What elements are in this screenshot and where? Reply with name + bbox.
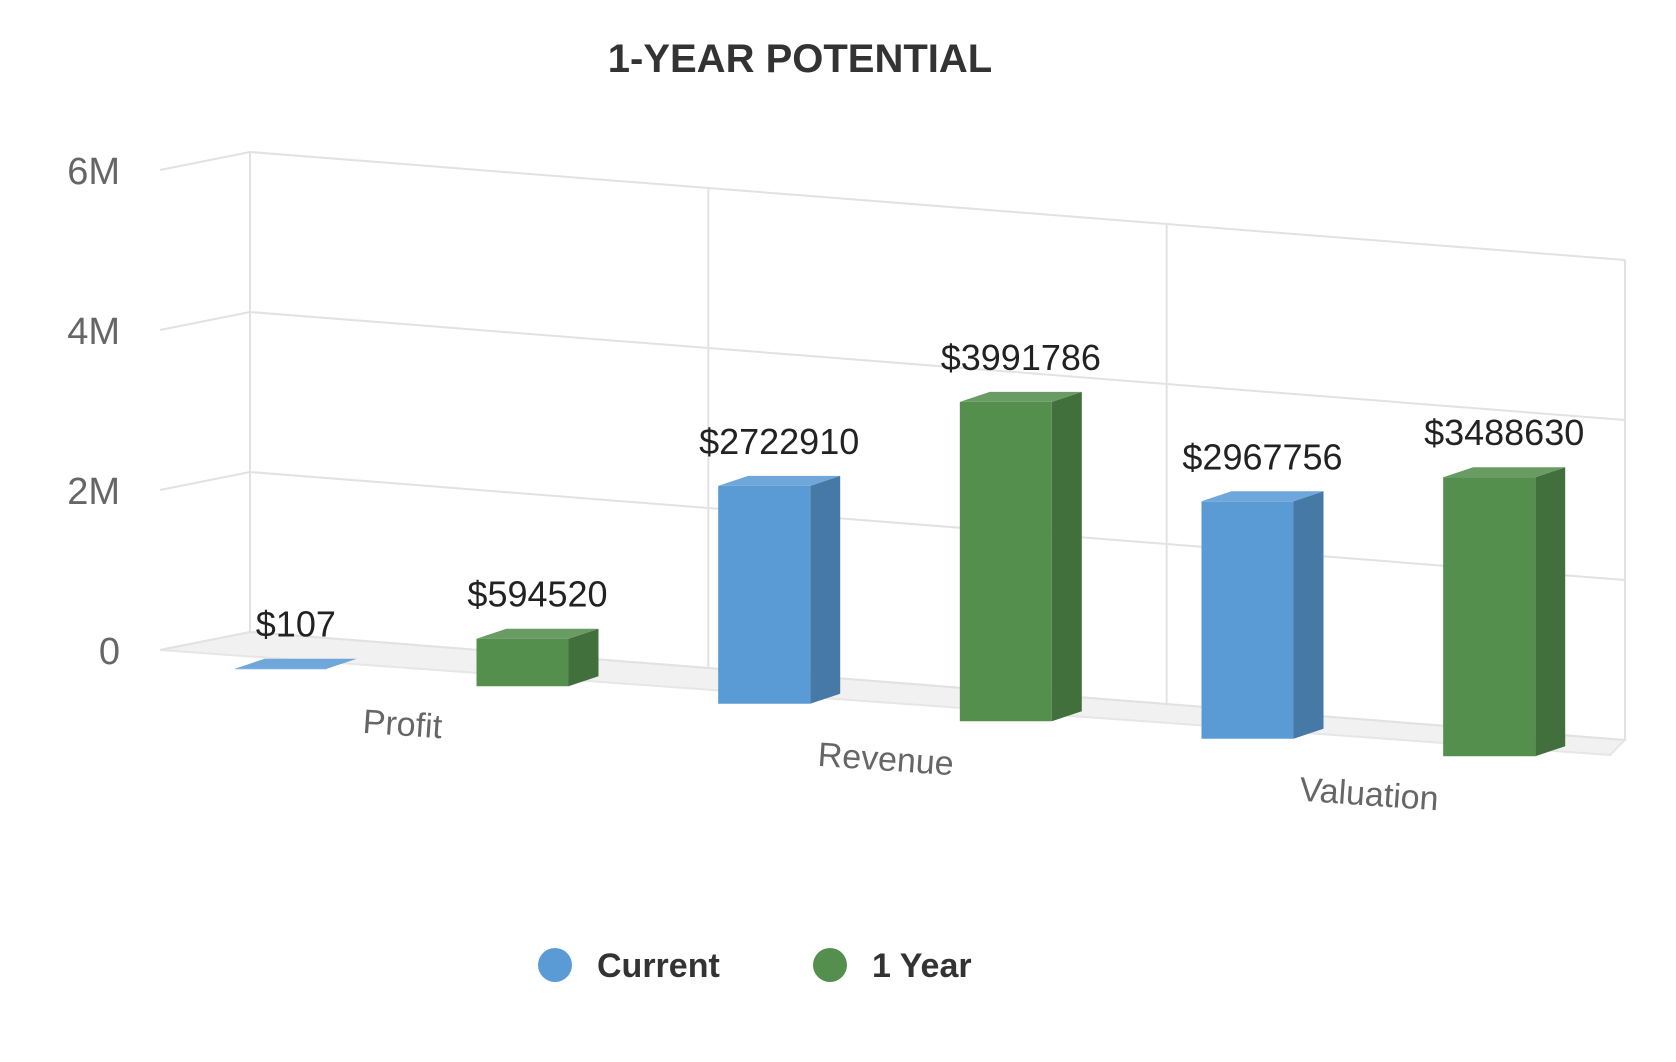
bar-current-revenue[interactable] [718, 475, 841, 704]
legend-swatch [813, 948, 847, 982]
bar-front-face [1201, 501, 1294, 739]
bar-front-face [476, 638, 569, 687]
bar-current-profit[interactable] [234, 658, 357, 670]
x-category-label: Profit [362, 703, 444, 746]
data-label: $594520 [467, 574, 607, 615]
legend-label: 1 Year [872, 947, 972, 985]
bar-front-face [234, 668, 327, 670]
gridline-4M [159, 310, 1626, 421]
x-category-label: Valuation [1298, 771, 1440, 819]
data-label: $2967756 [1182, 436, 1342, 477]
legend-label: Current [597, 947, 720, 985]
bar-top-face [234, 658, 357, 669]
bar-top-face [718, 475, 841, 486]
legend-item-1-year[interactable]: 1 Year [813, 947, 972, 985]
data-label: $3991786 [941, 337, 1101, 378]
bar-top-face [959, 391, 1082, 402]
legend-item-current[interactable]: Current [538, 947, 720, 985]
y-tick-label: 2M [67, 471, 120, 513]
bar-series [234, 391, 1566, 757]
bar-front-face [1443, 477, 1536, 757]
y-tick-label: 6M [67, 151, 120, 193]
bar-side-face [1535, 467, 1566, 757]
chart-title: 1-YEAR POTENTIAL [608, 37, 992, 81]
bar-1-year-valuation[interactable] [1443, 467, 1566, 757]
bar-side-face [1293, 491, 1324, 739]
chart-back-wall [249, 152, 1626, 740]
bar-front-face [959, 401, 1052, 722]
gridline-6M [159, 150, 1626, 261]
x-category-label: Revenue [817, 736, 955, 783]
legend[interactable]: Current 1 Year [538, 947, 972, 985]
data-label: $2722910 [699, 421, 859, 462]
bar-side-face [1051, 391, 1082, 722]
bar-current-valuation[interactable] [1201, 491, 1324, 739]
bar-1-year-profit[interactable] [476, 628, 599, 687]
legend-swatch [538, 948, 572, 982]
y-tick-label: 4M [67, 311, 120, 353]
data-labels: $107 $594520 $2722910 $3991786 $2967756 $3488… [256, 337, 1584, 645]
bar-side-face [326, 658, 357, 669]
chart-gridlines [159, 150, 1626, 741]
bar-top-face [1201, 491, 1324, 502]
x-axis-categories: Profit Revenue Valuation [362, 703, 1440, 819]
bar-top-face [1443, 467, 1566, 478]
bar-top-face [476, 628, 599, 639]
gridline-0 [159, 630, 1626, 741]
bar-front-face [718, 485, 811, 704]
y-axis-ticks: 0 2M 4M 6M [67, 151, 120, 673]
data-label: $107 [256, 604, 336, 645]
bar-1-year-revenue[interactable] [959, 391, 1082, 722]
gridline-2M [159, 470, 1626, 581]
y-tick-label: 0 [99, 631, 120, 673]
bar-side-face [568, 628, 599, 687]
data-label: $3488630 [1424, 412, 1584, 453]
bar-side-face [810, 475, 841, 704]
